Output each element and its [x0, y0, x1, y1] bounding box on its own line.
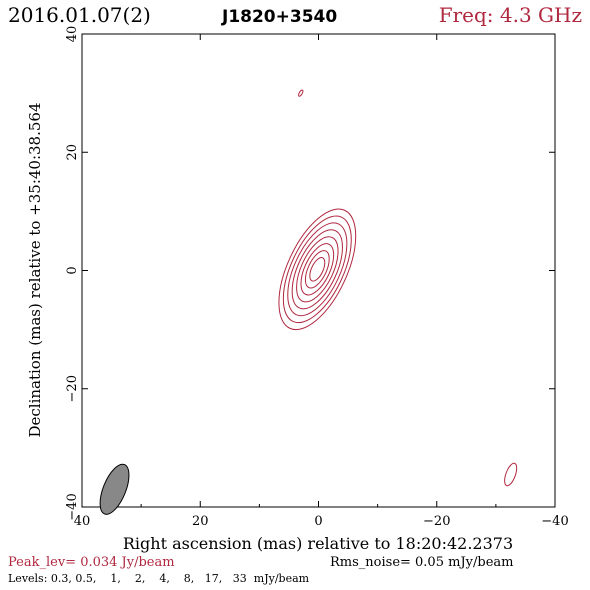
- beam-layer: [99, 463, 130, 515]
- contour-core-level-3: [291, 229, 343, 310]
- peak-level: Peak_lev= 0.034 Jy/beam: [8, 555, 175, 570]
- y-tick-label: 40: [65, 26, 80, 43]
- source-title: J1820+3540: [221, 7, 337, 27]
- epoch-title: 2016.01.07(2): [8, 3, 151, 27]
- plot-frame: [81, 33, 556, 508]
- contour-core-level-1: [282, 215, 352, 324]
- contour-core-level-4: [296, 236, 339, 303]
- frequency-title: Freq: 4.3 GHz: [439, 3, 582, 27]
- contour-core-level-0: [278, 208, 357, 331]
- x-tick-label: −20: [423, 514, 450, 529]
- contour-core-level-5: [300, 243, 335, 296]
- contour-layer: [278, 89, 518, 487]
- y-tick-label: −40: [65, 493, 80, 520]
- x-tick-label: 20: [192, 514, 209, 529]
- contour-core-level-6: [304, 250, 330, 289]
- contour-core-level-7: [309, 257, 326, 282]
- contour-blob-north-level-0: [298, 89, 304, 97]
- x-axis-label: Right ascension (mas) relative to 18:20:…: [123, 534, 513, 553]
- x-tick-label: −40: [541, 514, 568, 529]
- y-tick-label: −20: [65, 375, 80, 402]
- contour-blob-east-level-0: [504, 462, 518, 487]
- beam-ellipse: [99, 463, 130, 515]
- contour-core-level-2: [287, 222, 348, 317]
- axis-ticks: 40 20 0 −20 −40 −40 −20 0 20 40: [65, 26, 569, 529]
- y-tick-label: 0: [65, 266, 80, 274]
- x-tick-label: 0: [314, 514, 322, 529]
- x-tick-label: 40: [74, 514, 91, 529]
- y-axis-label: Declination (mas) relative to +35:40:38.…: [26, 102, 44, 437]
- rms-noise: Rms_noise= 0.05 mJy/beam: [330, 555, 513, 570]
- y-tick-label: 20: [65, 144, 80, 161]
- contour-levels: Levels: 0.3, 0.5, 1, 2, 4, 8, 17, 33 mJy…: [8, 572, 310, 585]
